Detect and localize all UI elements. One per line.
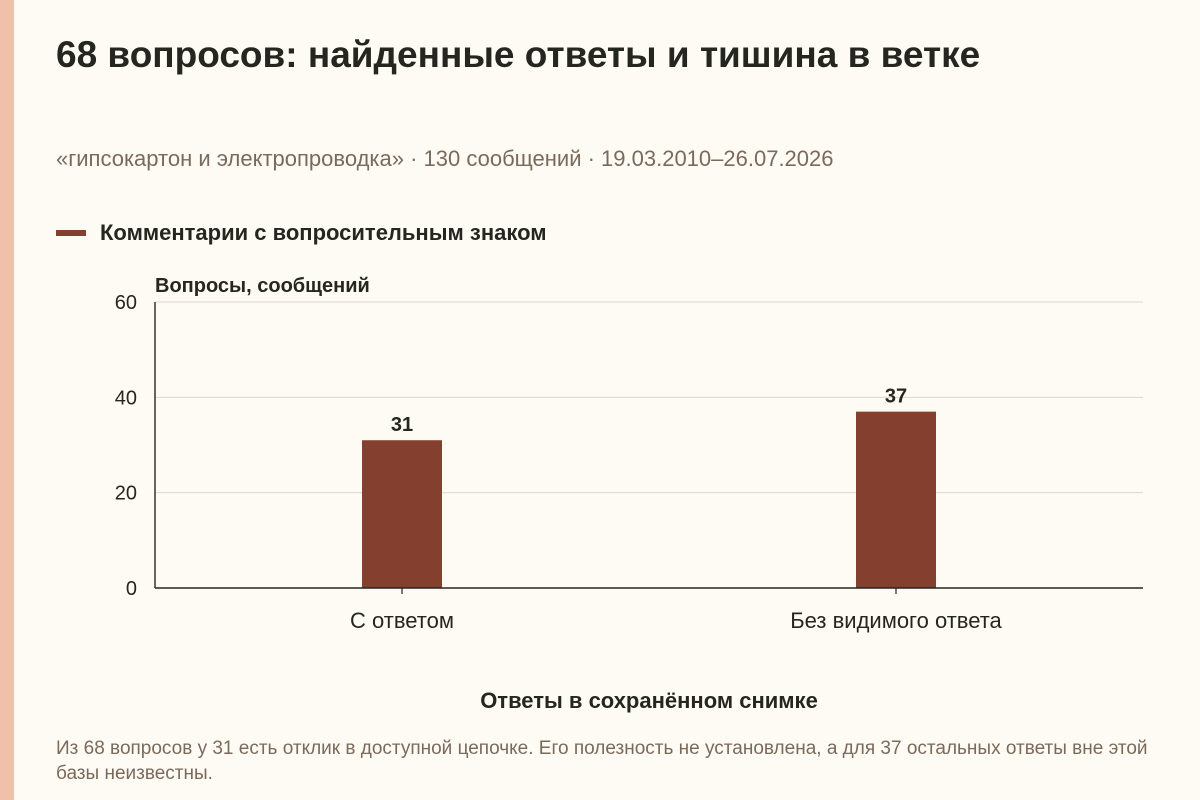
- left-accent-bar: [0, 0, 14, 800]
- x-tick-label: Без видимого ответа: [790, 608, 1002, 633]
- x-tick-label: С ответом: [350, 608, 454, 633]
- legend-swatch: [56, 230, 86, 236]
- bar: [362, 440, 442, 588]
- bar: [856, 411, 936, 588]
- y-tick-label: 40: [115, 387, 137, 409]
- y-tick-label: 60: [115, 292, 137, 314]
- page-title: 68 вопросов: найденные ответы и тишина в…: [56, 34, 981, 75]
- bar-value-label: 37: [885, 386, 907, 408]
- bar-value-label: 31: [391, 414, 413, 436]
- grid-lines: [155, 301, 1143, 494]
- data-labels: 31 37: [391, 386, 907, 437]
- y-tick-label: 0: [126, 578, 137, 600]
- legend-label: Комментарии с вопросительным знаком: [100, 220, 547, 245]
- x-axis-label: Ответы в сохранённом снимке: [480, 688, 818, 713]
- y-axis-label: Вопросы, сообщений: [155, 275, 370, 297]
- y-axis-ticks: 0 20 40 60: [115, 292, 137, 600]
- y-tick-label: 20: [115, 483, 137, 505]
- chart-legend: Комментарии с вопросительным знаком: [56, 219, 547, 247]
- x-axis-ticks: С ответом Без видимого ответа: [350, 588, 1003, 633]
- page-subtitle: «гипсокартон и электропроводка» · 130 со…: [56, 146, 834, 171]
- footnote: Из 68 вопросов у 31 есть отклик в доступ…: [56, 738, 1148, 784]
- bars: [362, 411, 936, 588]
